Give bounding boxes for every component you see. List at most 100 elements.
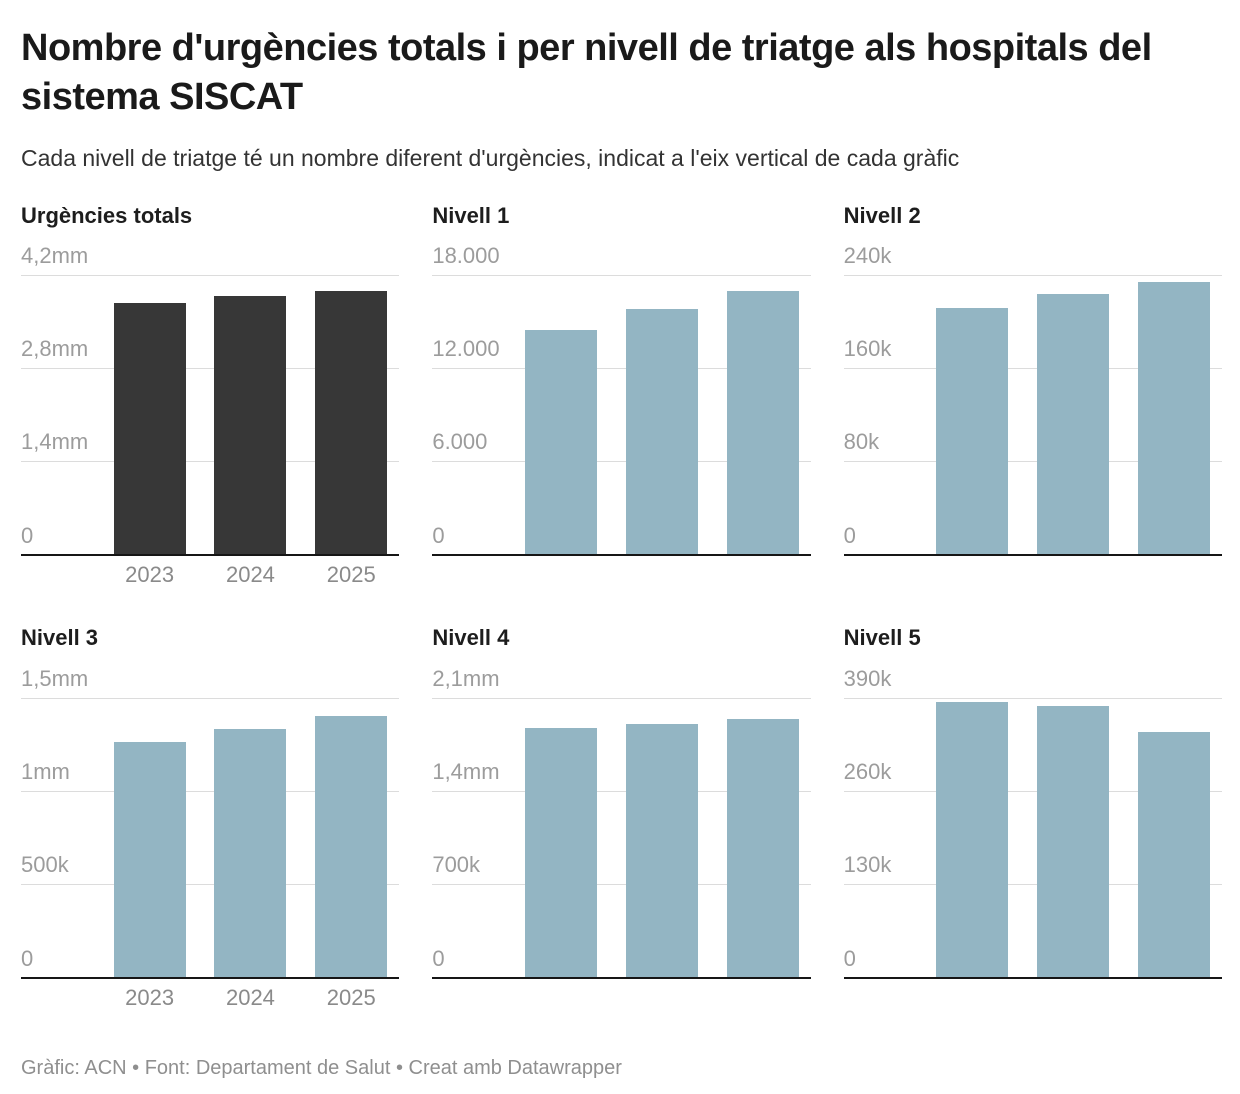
bar-2025 bbox=[726, 291, 799, 555]
bar-2025 bbox=[315, 291, 388, 555]
chart-title: Nivell 4 bbox=[432, 625, 510, 651]
y-tick-label: 1,5mm bbox=[21, 665, 89, 691]
chart-panel-nivell-3: Nivell 3 1,5mm 1mm 500k 0 2023 2024 2025 bbox=[21, 625, 400, 1010]
y-tick-label: 160k bbox=[843, 336, 892, 362]
plot-area: 240k 160k 80k 0 bbox=[843, 243, 1222, 557]
y-tick-label: 500k bbox=[21, 851, 69, 877]
y-gridline: 160k bbox=[843, 336, 1222, 370]
y-tick-label: 390k bbox=[843, 665, 892, 691]
bar-2023 bbox=[113, 303, 186, 555]
y-gridline: 1,5mm bbox=[21, 666, 400, 699]
bar-2023 bbox=[525, 330, 597, 555]
y-tick-label: 0 bbox=[432, 523, 445, 549]
y-gridline: 390k bbox=[843, 666, 1222, 699]
y-gridline: 2,8mm bbox=[21, 336, 400, 370]
y-tick-label: 130k bbox=[843, 851, 892, 877]
y-gridline: 6.000 bbox=[432, 429, 811, 463]
plot-area: 390k 260k 130k 0 bbox=[843, 666, 1222, 979]
bar-2024 bbox=[214, 296, 287, 555]
y-gridline: 700k bbox=[432, 852, 811, 885]
chart-panel-nivell-1: Nivell 1 18.000 12.000 6.000 0 bbox=[432, 202, 811, 557]
y-tick-label: 0 bbox=[843, 945, 856, 971]
bar-2024 bbox=[1037, 705, 1110, 977]
y-gridline: 1,4mm bbox=[21, 429, 400, 463]
plot-area: 4,2mm 2,8mm 1,4mm 0 2023 2024 2025 bbox=[21, 243, 400, 587]
bar-2023 bbox=[525, 727, 597, 977]
bar-2025 bbox=[1137, 282, 1210, 555]
chart-title: Urgències totals bbox=[21, 202, 193, 228]
bar-2024 bbox=[625, 309, 698, 555]
x-tick-label: 2024 bbox=[225, 984, 275, 1010]
x-axis-labels: 2023 2024 2025 bbox=[114, 985, 388, 1011]
bars-group bbox=[936, 275, 1210, 555]
bar-2023 bbox=[113, 741, 186, 977]
y-gridline: 240k bbox=[843, 243, 1222, 277]
chart-panel-nivell-4: Nivell 4 2,1mm 1,4mm 700k 0 bbox=[432, 625, 811, 979]
y-tick-label: 0 bbox=[843, 523, 856, 549]
bars-group bbox=[525, 275, 799, 555]
x-axis-line: 0 bbox=[843, 946, 1222, 979]
y-tick-label: 80k bbox=[843, 429, 880, 455]
y-tick-label: 4,2mm bbox=[21, 243, 89, 269]
y-gridline: 260k bbox=[843, 759, 1222, 792]
x-axis-line: 0 bbox=[21, 523, 400, 557]
x-tick-label: 2023 bbox=[125, 984, 175, 1010]
chart-title: Nivell 2 bbox=[843, 202, 921, 228]
page-title: Nombre d'urgències totals i per nivell d… bbox=[21, 27, 1152, 118]
y-tick-label: 6.000 bbox=[432, 429, 488, 455]
y-tick-label: 1,4mm bbox=[21, 429, 89, 455]
page-subtitle: Cada nivell de triatge té un nombre dife… bbox=[21, 145, 960, 171]
y-tick-label: 260k bbox=[843, 758, 892, 784]
y-tick-label: 0 bbox=[21, 523, 34, 549]
bars-group bbox=[113, 698, 388, 977]
x-axis-line: 0 bbox=[432, 523, 811, 557]
chart-title: Nivell 3 bbox=[21, 625, 99, 651]
bars-group bbox=[113, 275, 388, 555]
plot-area: 1,5mm 1mm 500k 0 2023 2024 2025 bbox=[21, 666, 400, 1010]
x-tick-label: 2023 bbox=[125, 562, 175, 588]
x-tick-label: 2025 bbox=[326, 562, 376, 588]
y-gridline: 500k bbox=[21, 852, 400, 885]
chart-panel-urg-ncies-totals: Urgències totals 4,2mm 2,8mm 1,4mm 0 2023 2024… bbox=[21, 202, 400, 587]
y-tick-label: 240k bbox=[843, 243, 892, 269]
bars-group bbox=[936, 698, 1210, 977]
bar-2023 bbox=[936, 308, 1009, 555]
bar-2025 bbox=[726, 718, 799, 977]
y-gridline: 12.000 bbox=[432, 336, 811, 370]
y-tick-label: 2,1mm bbox=[432, 665, 500, 691]
bars-group bbox=[525, 698, 799, 977]
x-tick-label: 2025 bbox=[326, 984, 376, 1010]
y-tick-label: 0 bbox=[21, 945, 34, 971]
chart-title: Nivell 1 bbox=[432, 202, 510, 228]
y-gridline: 4,2mm bbox=[21, 243, 400, 277]
y-gridline: 1mm bbox=[21, 759, 400, 792]
x-tick-label: 2024 bbox=[225, 562, 275, 588]
y-tick-label: 1mm bbox=[21, 758, 70, 784]
chart-panel-nivell-2: Nivell 2 240k 160k 80k 0 bbox=[843, 202, 1222, 557]
bar-2024 bbox=[625, 723, 698, 977]
chart-panel-nivell-5: Nivell 5 390k 260k 130k 0 bbox=[843, 625, 1222, 979]
chart-title: Nivell 5 bbox=[843, 625, 921, 651]
x-axis-labels: 2023 2024 2025 bbox=[114, 562, 388, 588]
y-gridline: 2,1mm bbox=[432, 666, 811, 699]
bar-2024 bbox=[1037, 294, 1110, 555]
y-gridline: 80k bbox=[843, 429, 1222, 463]
y-gridline: 18.000 bbox=[432, 243, 811, 277]
bar-2024 bbox=[214, 728, 287, 977]
y-tick-label: 18.000 bbox=[432, 243, 500, 269]
y-tick-label: 12.000 bbox=[432, 336, 500, 362]
bar-2025 bbox=[315, 715, 388, 977]
x-axis-line: 0 bbox=[21, 946, 400, 979]
bar-2023 bbox=[936, 701, 1009, 977]
y-tick-label: 2,8mm bbox=[21, 336, 89, 362]
y-tick-label: 700k bbox=[432, 851, 481, 877]
x-axis-line: 0 bbox=[843, 523, 1222, 557]
bar-2025 bbox=[1137, 731, 1210, 977]
y-gridline: 130k bbox=[843, 852, 1222, 885]
footer-byline: Gràfic: ACN • Font: Departament de Salut… bbox=[21, 1056, 622, 1079]
charts-grid: Urgències totals 4,2mm 2,8mm 1,4mm 0 2023 2024… bbox=[21, 202, 1222, 1010]
y-tick-label: 0 bbox=[432, 945, 445, 971]
y-tick-label: 1,4mm bbox=[432, 758, 500, 784]
x-axis-line: 0 bbox=[432, 946, 811, 979]
